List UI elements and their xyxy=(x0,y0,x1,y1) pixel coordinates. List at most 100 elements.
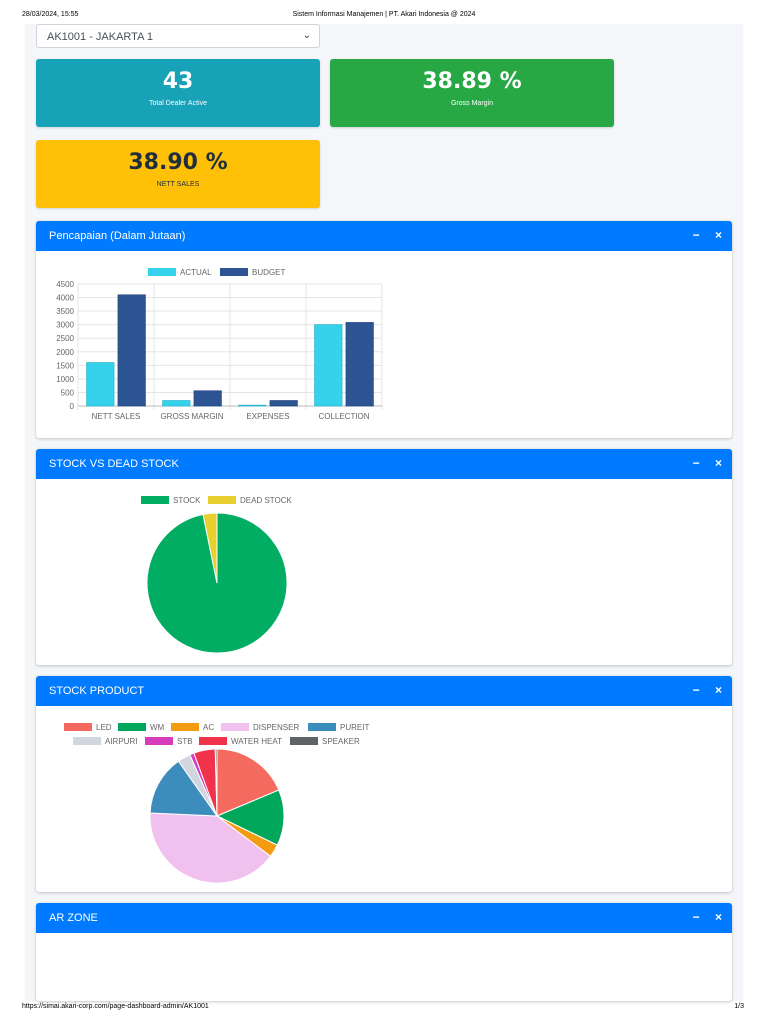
x-tick-label: NETT SALES xyxy=(92,412,141,421)
branch-select[interactable]: AK1001 - JAKARTA 1 ⌄ xyxy=(36,24,320,48)
x-tick-label: GROSS MARGIN xyxy=(160,412,223,421)
legend-label: WATER HEAT xyxy=(231,737,282,746)
card-title: Pencapaian (Dalam Jutaan) xyxy=(49,230,186,242)
bar xyxy=(314,324,343,407)
card-ar-zone: AR ZONE − × xyxy=(36,903,732,1001)
card-tools: − × xyxy=(681,228,722,242)
card-tools: − × xyxy=(681,910,722,924)
stat-value: 43 xyxy=(162,69,194,94)
stat-label: NETT SALES xyxy=(156,181,200,188)
stat-value: 38.89 % xyxy=(422,69,522,94)
bar xyxy=(193,390,222,407)
dashboard-content: AK1001 - JAKARTA 1 ⌄ 43 Total Dealer Act… xyxy=(25,24,743,1001)
y-tick-label: 2500 xyxy=(56,334,74,343)
legend-swatch xyxy=(208,496,236,504)
stat-label: Gross Margin xyxy=(450,100,493,107)
card-title: STOCK PRODUCT xyxy=(49,685,145,697)
card-header: STOCK PRODUCT − × xyxy=(36,676,732,706)
legend-swatch xyxy=(148,268,176,276)
legend-label: STOCK xyxy=(173,496,201,505)
y-tick-label: 1000 xyxy=(56,375,74,384)
legend-swatch xyxy=(145,737,173,745)
pie-slice xyxy=(215,789,285,846)
pie-slice xyxy=(214,748,218,817)
y-tick-label: 3000 xyxy=(56,321,74,330)
minimize-icon[interactable]: − xyxy=(692,228,700,242)
legend-swatch xyxy=(64,723,92,731)
pie-slice xyxy=(149,812,272,884)
y-tick-label: 4000 xyxy=(56,294,74,303)
y-tick-label: 3500 xyxy=(56,307,74,316)
pie-slice xyxy=(202,512,218,584)
legend-label: AIRPURI xyxy=(105,737,137,746)
y-tick-label: 2000 xyxy=(56,348,74,357)
legend-label: DISPENSER xyxy=(253,723,299,732)
close-icon[interactable]: × xyxy=(714,683,722,697)
bar xyxy=(86,362,115,407)
stock-pie-chart: STOCK DEAD STOCK xyxy=(141,496,293,654)
card-tools: − × xyxy=(681,456,722,470)
legend-label: PUREIT xyxy=(340,723,369,732)
pie-slice xyxy=(216,748,280,817)
print-page-number: 1/3 xyxy=(734,1003,744,1010)
card-header: Pencapaian (Dalam Jutaan) − × xyxy=(36,221,732,251)
legend-swatch xyxy=(220,268,248,276)
card-stock-dead-stock: STOCK VS DEAD STOCK − × STOCK DEAD STOCK xyxy=(36,449,732,665)
y-tick-label: 1500 xyxy=(56,361,74,370)
bar-chart: ACTUAL BUDGET 0 500 1000 1500 2000 2500 3000 3500… xyxy=(56,268,383,421)
legend-swatch xyxy=(199,737,227,745)
print-header: 28/03/2024, 15:55 Sistem Informasi Manaj… xyxy=(0,11,768,23)
card-tools: − × xyxy=(681,683,722,697)
legend-swatch xyxy=(73,737,101,745)
stock-product-pie-chart: LED WM AC DISPENSER PUREIT AIRPURI STB WATER HE… xyxy=(64,723,369,884)
minimize-icon[interactable]: − xyxy=(692,683,700,697)
print-date: 28/03/2024, 15:55 xyxy=(22,11,79,18)
stat-label: Total Dealer Active xyxy=(149,100,207,107)
chevron-down-icon: ⌄ xyxy=(302,30,311,41)
pie-slice xyxy=(149,760,218,817)
y-tick-label: 4500 xyxy=(56,280,74,289)
minimize-icon[interactable]: − xyxy=(692,910,700,924)
legend-label: DEAD STOCK xyxy=(240,496,293,505)
stat-nett-sales: 38.90 % NETT SALES xyxy=(36,140,320,208)
minimize-icon[interactable]: − xyxy=(692,456,700,470)
card-header: STOCK VS DEAD STOCK − × xyxy=(36,449,732,479)
stat-value: 38.90 % xyxy=(128,150,228,175)
bar xyxy=(162,400,191,407)
x-tick-label: EXPENSES xyxy=(246,412,289,421)
legend-swatch xyxy=(141,496,169,504)
legend-swatch xyxy=(308,723,336,731)
card-body: LED WM AC DISPENSER PUREIT AIRPURI STB WATER HE… xyxy=(36,706,732,897)
y-tick-label: 0 xyxy=(70,402,75,411)
card-header: AR ZONE − × xyxy=(36,903,732,933)
close-icon[interactable]: × xyxy=(714,228,722,242)
bar xyxy=(117,294,146,407)
legend-label: ACTUAL xyxy=(180,268,212,277)
x-tick-label: COLLECTION xyxy=(318,412,369,421)
legend-swatch xyxy=(171,723,199,731)
legend-swatch xyxy=(118,723,146,731)
legend-label: AC xyxy=(203,723,214,732)
legend-swatch xyxy=(221,723,249,731)
legend-label: WM xyxy=(150,723,165,732)
legend-label: BUDGET xyxy=(252,268,285,277)
close-icon[interactable]: × xyxy=(714,456,722,470)
branch-select-value: AK1001 - JAKARTA 1 xyxy=(47,31,153,43)
close-icon[interactable]: × xyxy=(714,910,722,924)
legend-label: SPEAKER xyxy=(322,737,360,746)
card-body: ACTUAL BUDGET 0 500 1000 1500 2000 2500 3000 3500… xyxy=(36,251,732,443)
legend-swatch xyxy=(290,737,318,745)
card-stock-product: STOCK PRODUCT − × LED WM AC DISPENSER PUREIT… xyxy=(36,676,732,892)
legend-label: LED xyxy=(96,723,112,732)
card-body: STOCK DEAD STOCK xyxy=(36,479,732,670)
legend-label: STB xyxy=(177,737,193,746)
print-url: https://simai.akari-corp.com/page-dashbo… xyxy=(22,1003,209,1010)
bar xyxy=(238,404,267,407)
bar xyxy=(345,322,374,407)
bar xyxy=(269,400,298,407)
stat-total-dealer: 43 Total Dealer Active xyxy=(36,59,320,127)
print-title: Sistem Informasi Manajemen | PT. Akari I… xyxy=(292,11,476,18)
card-pencapaian: Pencapaian (Dalam Jutaan) − × ACTUAL BUDG… xyxy=(36,221,732,438)
y-tick-label: 500 xyxy=(61,388,75,397)
card-title: AR ZONE xyxy=(49,912,98,924)
